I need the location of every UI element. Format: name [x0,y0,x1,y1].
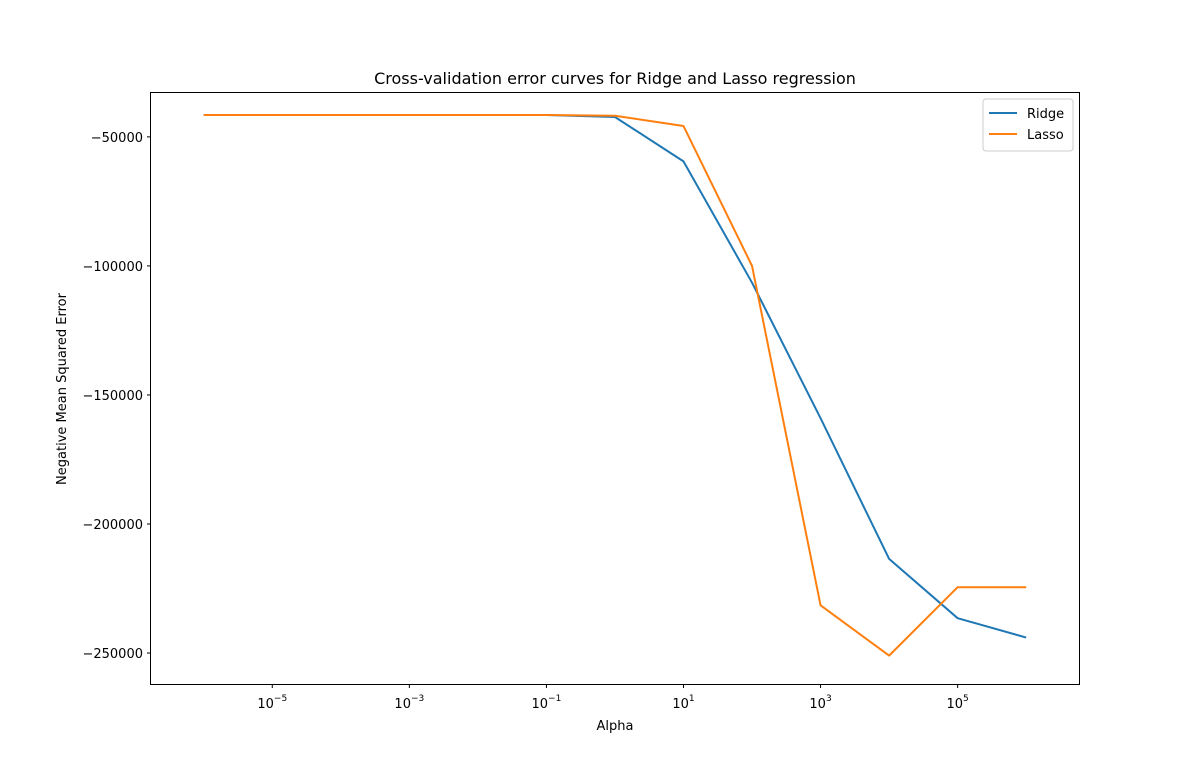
series-line-lasso [203,113,1027,657]
x-tick-label: 103 [809,694,831,712]
lines-layer [203,113,1027,657]
y-axis-ticks: −50000 −100000 −150000 −200000 −250000 [82,131,151,662]
chart-title: Cross-validation error curves for Ridge … [374,69,856,88]
x-tick-label: 10−3 [394,694,424,712]
y-tick-label: −250000 [82,647,143,662]
x-axis-ticks: 10−5 10−3 10−1 101 103 105 [257,684,969,712]
legend-label-lasso: Lasso [1027,128,1064,143]
x-tick-label: 10−5 [257,694,287,712]
x-tick-label: 10−1 [532,694,562,712]
x-tick-label: 105 [946,694,968,712]
y-tick-label: −50000 [91,131,143,146]
y-tick-label: −100000 [82,260,143,275]
plot-frame [150,92,1080,685]
y-tick-label: −150000 [82,389,143,404]
y-tick-label: −200000 [82,518,143,533]
legend: Ridge Lasso [982,98,1074,152]
y-axis-label: Negative Mean Squared Error [55,292,70,485]
legend-label-ridge: Ridge [1027,107,1064,122]
x-tick-label: 101 [672,694,694,712]
x-axis-label: Alpha [597,719,634,734]
